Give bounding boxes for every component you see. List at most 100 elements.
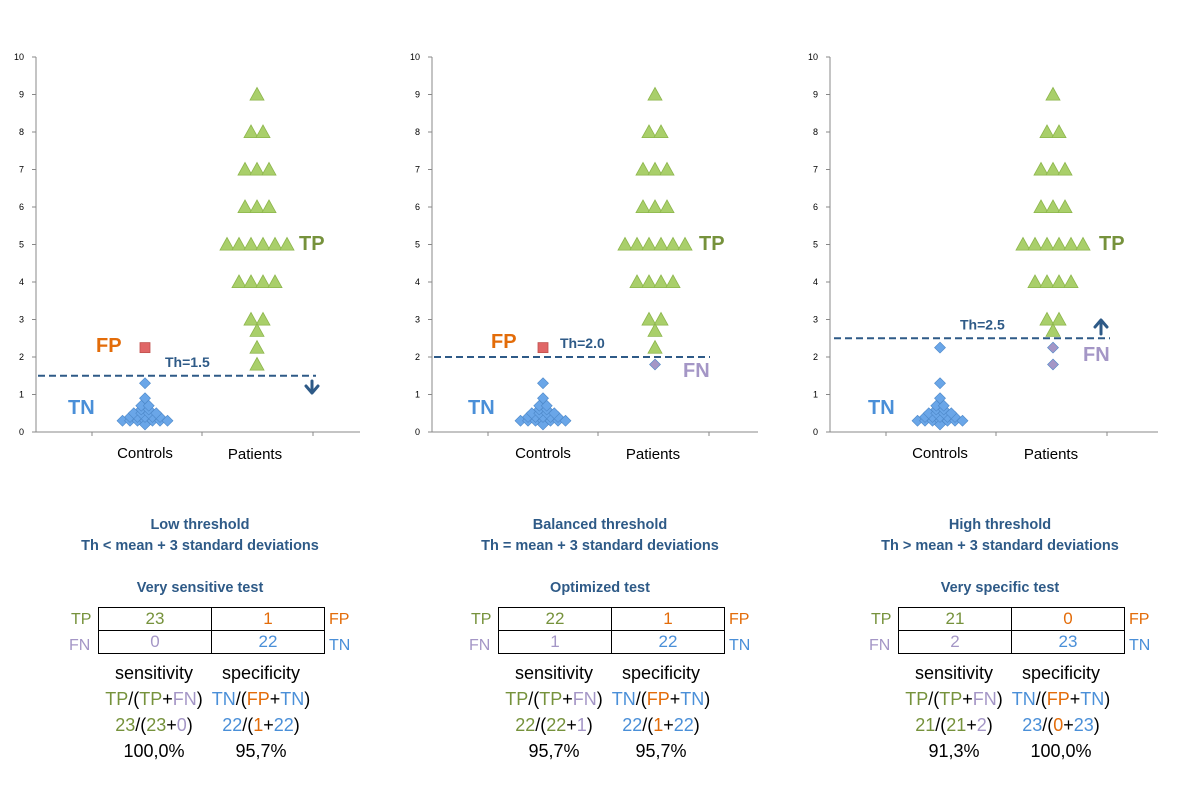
patients-tp-point [279, 236, 295, 251]
panel-high-threshold: 0 1 2 3 4 5 6 7 8 9 10 Controls Patients Th=2.5 TP TN FN… [800, 0, 1200, 788]
patients-tp-point [1051, 236, 1067, 251]
formula-slash: / [128, 689, 134, 709]
patients-tp-point [1057, 161, 1073, 176]
matrix-row: 1 22 [498, 630, 725, 654]
y-tick-label: 5 [813, 240, 818, 250]
formula-close: ) [596, 689, 603, 709]
formula-plus: + [669, 689, 681, 709]
confusion-matrix: 22 1 1 22 [498, 607, 725, 654]
y-tick-label: 7 [19, 165, 24, 175]
formula-slash: / [642, 715, 648, 735]
sensitivity-percent: 91,3% [928, 741, 980, 761]
patients-tp-point [641, 311, 657, 326]
formula-tn: TN [1011, 689, 1036, 709]
controls-tn-point [934, 392, 946, 405]
controls-tn-point [537, 377, 549, 390]
tn-count: 22 [211, 630, 325, 654]
y-tick-label: 4 [813, 277, 818, 287]
patients-tp-point [1039, 236, 1055, 251]
patients-tp-point [1045, 322, 1061, 337]
patients-tp-point [237, 161, 253, 176]
patients-tp-point [243, 274, 259, 288]
tn-region-label: TN [468, 397, 495, 419]
patients-tp-point [1039, 311, 1055, 326]
patients-tp-point [653, 236, 669, 251]
formula-tn: TN [680, 689, 705, 709]
sensitivity-calc: sensitivity TP/(TP+FN) 22/(22+1) 95,7% [489, 660, 619, 764]
patients-tp-point [1057, 199, 1073, 213]
patients-tp-point [1027, 236, 1043, 251]
fn-row-label: FN [69, 637, 91, 654]
formula-slash: / [635, 689, 641, 709]
patients-tp-point [647, 86, 663, 101]
formula-plus: + [162, 689, 173, 709]
y-tick-label: 1 [415, 390, 420, 400]
y-tick-label: 6 [813, 202, 818, 212]
tp-region-label: TP [1099, 233, 1125, 255]
value-tp: 22 [546, 715, 567, 735]
controls-tn-point [139, 418, 151, 431]
y-tick-label: 0 [415, 427, 420, 437]
patients-tp-point [1051, 311, 1067, 326]
formula-close: ) [1093, 715, 1100, 735]
y-tick-label: 0 [19, 427, 24, 437]
value-tp: 21 [915, 715, 936, 735]
formula-tn: TN [1080, 689, 1105, 709]
fp-count: 1 [211, 607, 325, 631]
scatter-chart: 0 1 2 3 4 5 6 7 8 9 10 Controls Patients Th=2.0 TP FP TN… [410, 52, 758, 463]
value-fp: 0 [1053, 715, 1064, 735]
patients-fn-point [649, 358, 661, 371]
fp-row-label: FP [329, 611, 350, 628]
formula-close: ) [693, 715, 700, 735]
y-tick-label: 3 [415, 315, 420, 325]
value-tp: 22 [515, 715, 536, 735]
value-tn: 23 [1073, 715, 1094, 735]
x-tick-label: Patients [228, 446, 282, 463]
formula-plus: + [663, 715, 674, 735]
formula-open: ( [640, 689, 647, 709]
matrix-row: 23 1 [98, 607, 325, 631]
patients-tp-point [677, 236, 693, 251]
y-tick-label: 7 [813, 165, 818, 175]
patients-fn-point [1047, 341, 1059, 354]
patients-tp-point [249, 199, 265, 213]
formula-open: ( [247, 715, 254, 735]
patients-tp-point [653, 124, 669, 138]
x-tick-label: Controls [117, 445, 173, 462]
y-tick-label: 8 [19, 127, 24, 137]
x-tick-label: Controls [515, 445, 571, 462]
fn-region-label: FN [683, 360, 710, 382]
patients-tp-point [641, 236, 657, 251]
y-tick-label: 2 [19, 352, 24, 362]
threshold-name: Low threshold [150, 517, 250, 533]
controls-tn-point [537, 418, 549, 431]
patients-tp-point [659, 199, 675, 213]
matrix-row: 2 23 [898, 630, 1125, 654]
controls-tn-point [139, 377, 151, 390]
patients-tp-point [647, 161, 663, 176]
panel-low-threshold: 0 1 2 3 4 5 6 7 8 9 10 Controls Patients Th=1.5 TP FP TN… [0, 0, 400, 788]
y-tick-label: 9 [415, 90, 420, 100]
y-tick-label: 8 [415, 127, 420, 137]
formula-fp: FP [646, 689, 670, 709]
scatter-chart: 0 1 2 3 4 5 6 7 8 9 10 Controls Patients Th=1.5 TP FP TN [14, 52, 360, 463]
tn-row-label: TN [1129, 637, 1151, 654]
formula-tp: TP [905, 689, 929, 709]
specificity-formula: TN/(FP+TN) [196, 686, 326, 712]
specificity-percent: 95,7% [235, 741, 287, 761]
tp-region-label: TP [299, 233, 325, 255]
value-fp: 1 [653, 715, 664, 735]
patients-tp-point [249, 356, 265, 371]
value-tn: 22 [673, 715, 694, 735]
formula-fn: FN [572, 689, 597, 709]
formula-fn: FN [972, 689, 997, 709]
sensitivity-formula: TP/(TP+FN) [889, 686, 1019, 712]
formula-slash: / [528, 689, 534, 709]
sensitivity-calc: sensitivity TP/(TP+FN) 23/(23+0) 100,0% [89, 660, 219, 764]
patients-tp-point [647, 339, 663, 354]
tn-row-label: TN [329, 637, 351, 654]
tn-region-label: TN [68, 397, 95, 419]
threshold-label: Th=2.0 [560, 335, 605, 351]
y-tick-label: 4 [19, 277, 24, 287]
patients-tp-point [665, 236, 681, 251]
